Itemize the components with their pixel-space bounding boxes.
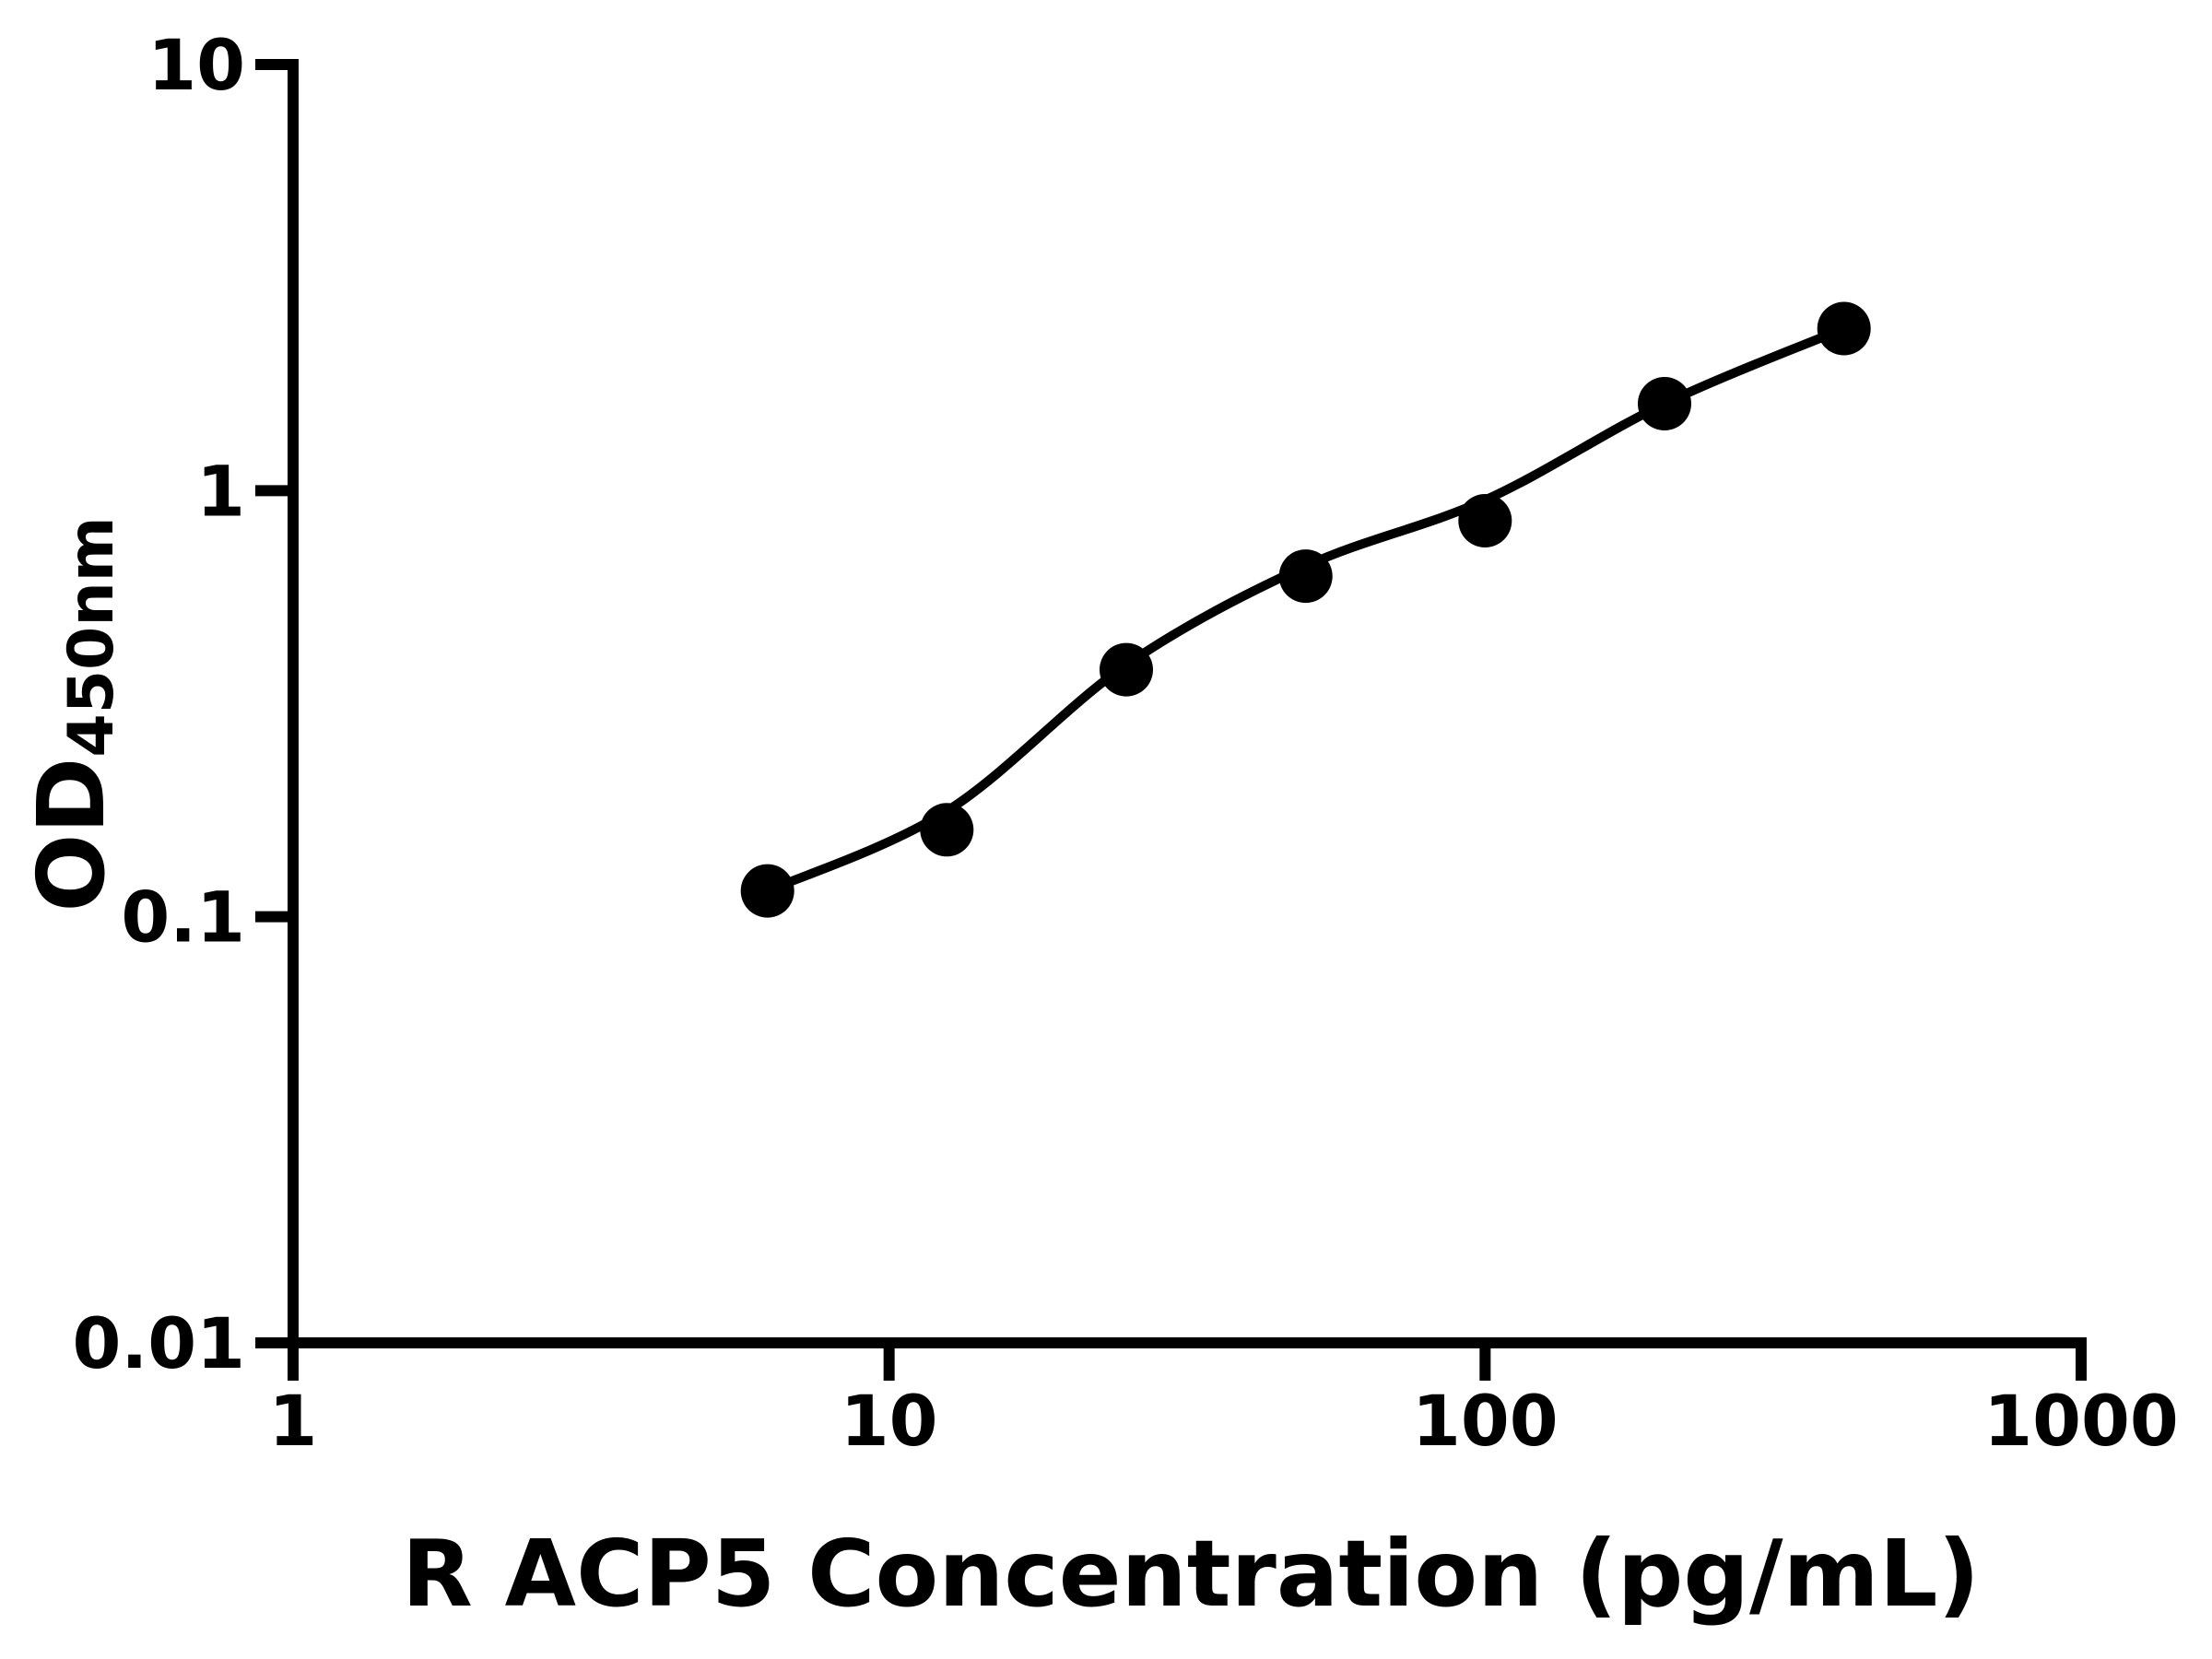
data-point [1278, 549, 1333, 604]
tick-label-layer: 10 1 0.1 0.01 1 10 100 1000 [72, 24, 2178, 1462]
y-axis-title-main: OD [18, 758, 125, 912]
y-axis-tick-label: 10 [147, 24, 245, 106]
data-point [1817, 301, 1871, 356]
y-axis-title-subscript: 450nm [55, 516, 128, 757]
y-axis-title: OD450nm [18, 516, 128, 912]
data-point [1458, 494, 1512, 547]
axes-layer [255, 59, 2087, 1381]
x-axis-tick-label: 1000 [1983, 1380, 2179, 1462]
y-axis-tick-label: 0.01 [72, 1302, 245, 1384]
y-axis-tick-label: 0.1 [121, 877, 245, 959]
x-axis-tick-label: 1 [269, 1380, 318, 1462]
x-axis-tick-label: 10 [841, 1380, 938, 1462]
data-point [1638, 377, 1691, 430]
axis-spine [288, 59, 2087, 1381]
x-axis-title: R ACP5 Concentration (pg/mL) [402, 1520, 1980, 1628]
data-point [920, 803, 974, 857]
y-axis-tick-label: 1 [196, 450, 245, 532]
data-point [1100, 642, 1153, 697]
data-point [740, 864, 794, 918]
x-axis-tick-label: 100 [1412, 1380, 1559, 1462]
data-point-layer [740, 301, 1871, 918]
